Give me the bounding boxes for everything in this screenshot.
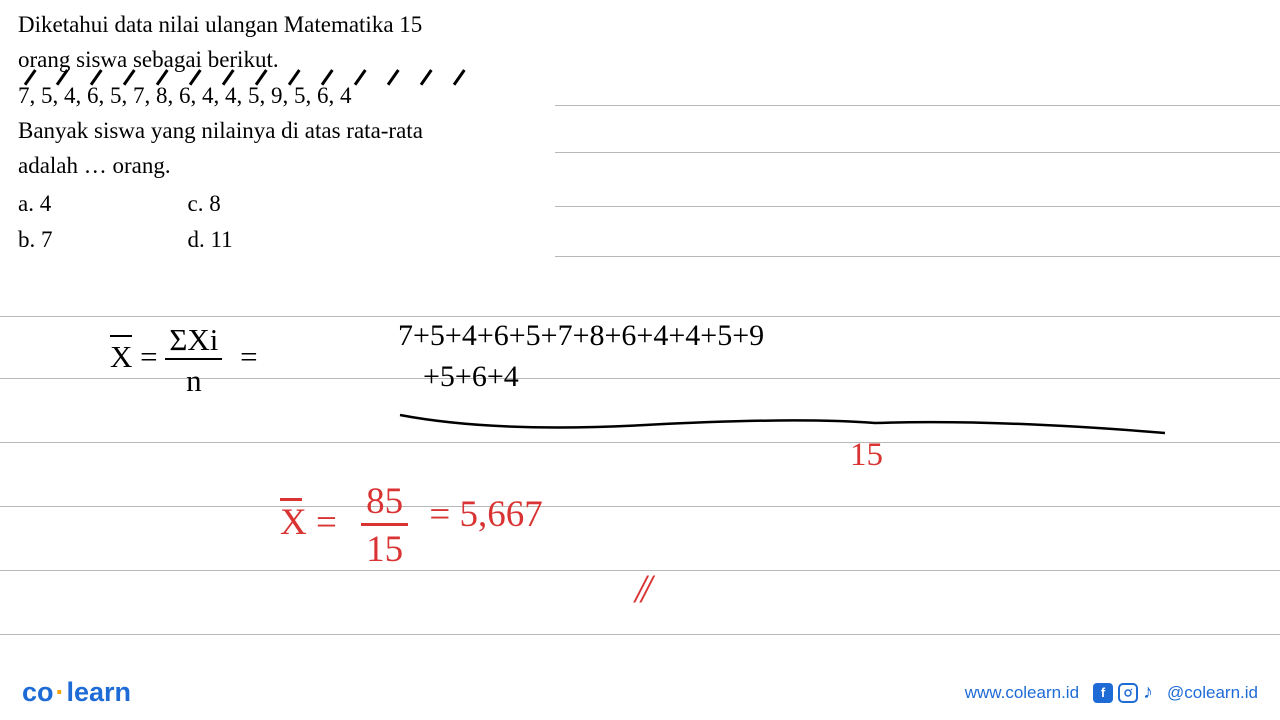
social-icons: f ♪	[1093, 681, 1153, 704]
fraction-underline	[395, 405, 1175, 465]
option-c: c. 8	[188, 187, 233, 220]
logo-co: co	[22, 677, 54, 707]
option-b: b. 7	[18, 223, 53, 256]
n-denom: n	[165, 360, 222, 399]
tiktok-icon: ♪	[1143, 681, 1153, 704]
sigma-fraction: ΣXi n	[165, 321, 222, 399]
instagram-icon	[1118, 683, 1138, 703]
sum-line-2: +5+6+4	[423, 357, 764, 398]
equals-1: =	[240, 339, 257, 374]
question-line-4: Banyak siswa yang nilainya di atas rata-…	[18, 114, 558, 147]
result-computation: X = 85 15 = 5,667	[280, 480, 543, 571]
website-url: www.colearn.id	[965, 683, 1079, 703]
logo-learn: learn	[67, 677, 132, 707]
facebook-icon: f	[1093, 683, 1113, 703]
sigma-xi: ΣXi	[165, 321, 222, 360]
footer: co·learn www.colearn.id f ♪ @colearn.id	[0, 677, 1280, 708]
question-block: Diketahui data nilai ulangan Matematika …	[18, 8, 558, 259]
option-a: a. 4	[18, 187, 53, 220]
options-block: a. 4 b. 7 c. 8 d. 11	[18, 187, 558, 260]
x-bar-symbol: X =	[110, 338, 158, 375]
colearn-logo: co·learn	[22, 677, 131, 708]
frac-85: 85	[361, 480, 408, 526]
frac-15: 15	[361, 526, 408, 571]
x-bar-red: X =	[280, 501, 337, 544]
sum-line-1: 7+5+4+6+5+7+8+6+4+4+5+9	[398, 316, 764, 357]
sum-expansion: 7+5+4+6+5+7+8+6+4+4+5+9 +5+6+4	[398, 316, 764, 397]
option-d: d. 11	[188, 223, 233, 256]
result-fraction: 85 15	[361, 480, 408, 571]
question-line-1: Diketahui data nilai ulangan Matematika …	[18, 8, 558, 41]
logo-dot: ·	[56, 677, 65, 707]
denominator-15: 15	[850, 437, 883, 474]
question-line-5: adalah … orang.	[18, 149, 558, 182]
result-value: = 5,667	[429, 494, 542, 535]
social-handle: @colearn.id	[1167, 683, 1258, 703]
formula-mean: X = ΣXi n =	[110, 321, 258, 399]
footer-right: www.colearn.id f ♪ @colearn.id	[965, 681, 1258, 704]
emphasis-slashes: //	[635, 565, 647, 612]
